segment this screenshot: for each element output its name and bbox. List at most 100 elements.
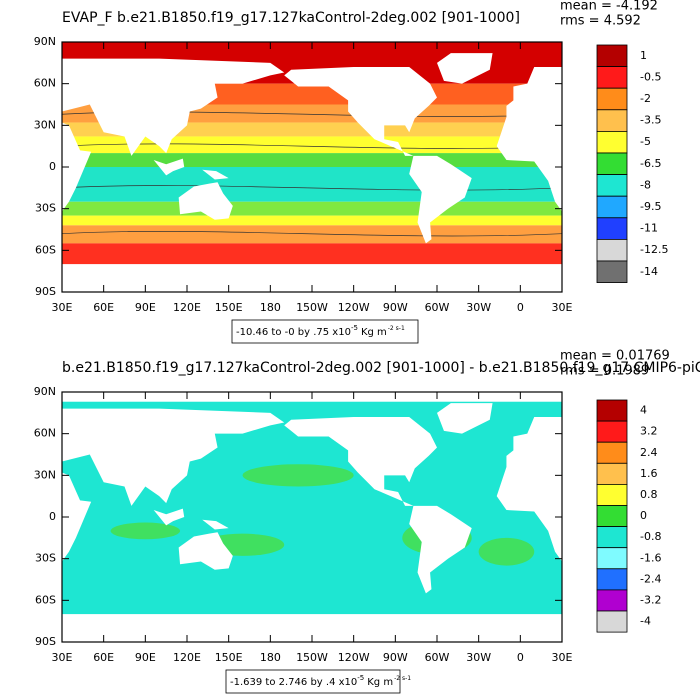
contour <box>61 231 563 237</box>
lon-label: 120E <box>173 651 201 664</box>
colorbar-box <box>596 260 628 284</box>
lat-label: 0 <box>49 510 56 523</box>
land <box>62 408 285 506</box>
colorbar-box <box>596 505 628 528</box>
land <box>62 58 285 156</box>
field-band <box>62 153 562 167</box>
lon-label: 150E <box>215 651 243 664</box>
colorbar-label: -0.5 <box>640 70 661 83</box>
lat-label: 60N <box>34 427 56 440</box>
lat-label: 60S <box>35 593 56 606</box>
lat-label: 60S <box>35 243 56 256</box>
field-patch <box>110 522 181 540</box>
land <box>437 403 493 434</box>
lat-label: 90N <box>34 385 56 398</box>
lat-label: 90S <box>35 635 56 648</box>
land <box>202 169 229 180</box>
colorbar-label: -9.5 <box>640 200 661 213</box>
colorbar-label: -0.8 <box>640 530 661 543</box>
colorbar-label: 0.8 <box>640 488 658 501</box>
colorbar-label: 3.2 <box>640 425 658 438</box>
colorbar-box <box>596 547 628 570</box>
colorbar-label: -6.5 <box>640 157 661 170</box>
colorbar-box <box>596 195 628 219</box>
lon-label: 30W <box>466 301 491 314</box>
colorbar-label: -2 <box>640 92 651 105</box>
caption: -10.46 to -0 by .75 x10-5 Kg m-2 s-1 <box>236 324 405 338</box>
colorbar-label: 2.4 <box>640 446 658 459</box>
map-panel <box>61 42 563 292</box>
colorbar-box <box>596 441 628 464</box>
colorbar-box <box>596 152 628 176</box>
field-band <box>62 215 562 226</box>
rms: rms = 4.592 <box>560 14 641 29</box>
colorbar-box <box>596 568 628 591</box>
land <box>178 182 233 220</box>
colorbar-box <box>596 130 628 154</box>
lon-label: 90E <box>135 301 156 314</box>
field-band <box>62 225 562 244</box>
colorbar-label: 1 <box>640 49 647 62</box>
land <box>409 505 472 594</box>
lon-label: 30E <box>52 301 73 314</box>
colorbar-box <box>596 109 628 132</box>
caption: -1.639 to 2.746 by .4 x10-5 Kg m-2 s-1 <box>230 674 411 688</box>
land <box>506 417 562 473</box>
colorbar-label: -8 <box>640 178 651 191</box>
lat-label: 60N <box>34 77 56 90</box>
colorbar-box <box>596 483 628 506</box>
colorbar-box <box>596 610 628 633</box>
colorbar-label: -11 <box>640 222 658 235</box>
mean: mean = -4.192 <box>560 0 658 14</box>
colorbar-label: -14 <box>640 265 658 278</box>
lon-label: 30E <box>552 301 573 314</box>
lon-label: 90W <box>383 301 408 314</box>
lon-label: 30E <box>552 651 573 664</box>
title: EVAP_F b.e21.B1850.f19_g17.127kaControl-… <box>62 10 520 26</box>
lon-label: 0 <box>517 301 524 314</box>
caption-box <box>231 319 419 344</box>
caption-exponent: -5 <box>351 324 358 332</box>
caption-unit-exponent: -2 s-1 <box>394 675 411 682</box>
land <box>153 158 185 176</box>
mean: mean = 0.01769 <box>560 349 670 364</box>
lon-label: 180 <box>260 651 281 664</box>
field-patch <box>478 537 535 566</box>
contour <box>61 185 563 191</box>
caption-exponent: -5 <box>357 674 364 682</box>
lon-label: 120W <box>338 651 370 664</box>
land <box>153 508 185 526</box>
land <box>496 115 562 212</box>
colorbar-box <box>596 462 628 485</box>
title: b.e21.B1850.f19_g17.127kaControl-2deg.00… <box>62 360 700 376</box>
caption-text: -1.639 to 2.746 by .4 x10 <box>230 677 357 688</box>
lon-label: 0 <box>517 651 524 664</box>
lat-label: 90N <box>34 35 56 48</box>
colorbar-label: 0 <box>640 509 647 522</box>
caption-unit: Kg m <box>367 677 393 688</box>
land <box>437 53 493 84</box>
lon-label: 60W <box>425 651 450 664</box>
lon-label: 60W <box>425 301 450 314</box>
colorbar-label: -3.2 <box>640 593 661 606</box>
land <box>496 465 562 562</box>
lon-label: 180 <box>260 301 281 314</box>
land <box>202 519 229 530</box>
field-band <box>62 167 562 202</box>
caption-text: -10.46 to -0 by .75 x10 <box>236 327 351 338</box>
land <box>62 122 92 212</box>
map-panel <box>62 392 562 642</box>
lat-label: 30S <box>35 202 56 215</box>
field-band <box>62 122 562 137</box>
caption-unit-exponent: -2 s-1 <box>388 325 405 332</box>
lat-label: 90S <box>35 285 56 298</box>
colorbar-box <box>596 526 628 549</box>
colorbar-box <box>596 217 628 240</box>
colorbar-label: -4 <box>640 615 651 628</box>
lat-label: 30S <box>35 552 56 565</box>
colorbar-label: -5 <box>640 135 651 148</box>
land <box>284 67 437 156</box>
colorbar-label: 4 <box>640 404 647 417</box>
